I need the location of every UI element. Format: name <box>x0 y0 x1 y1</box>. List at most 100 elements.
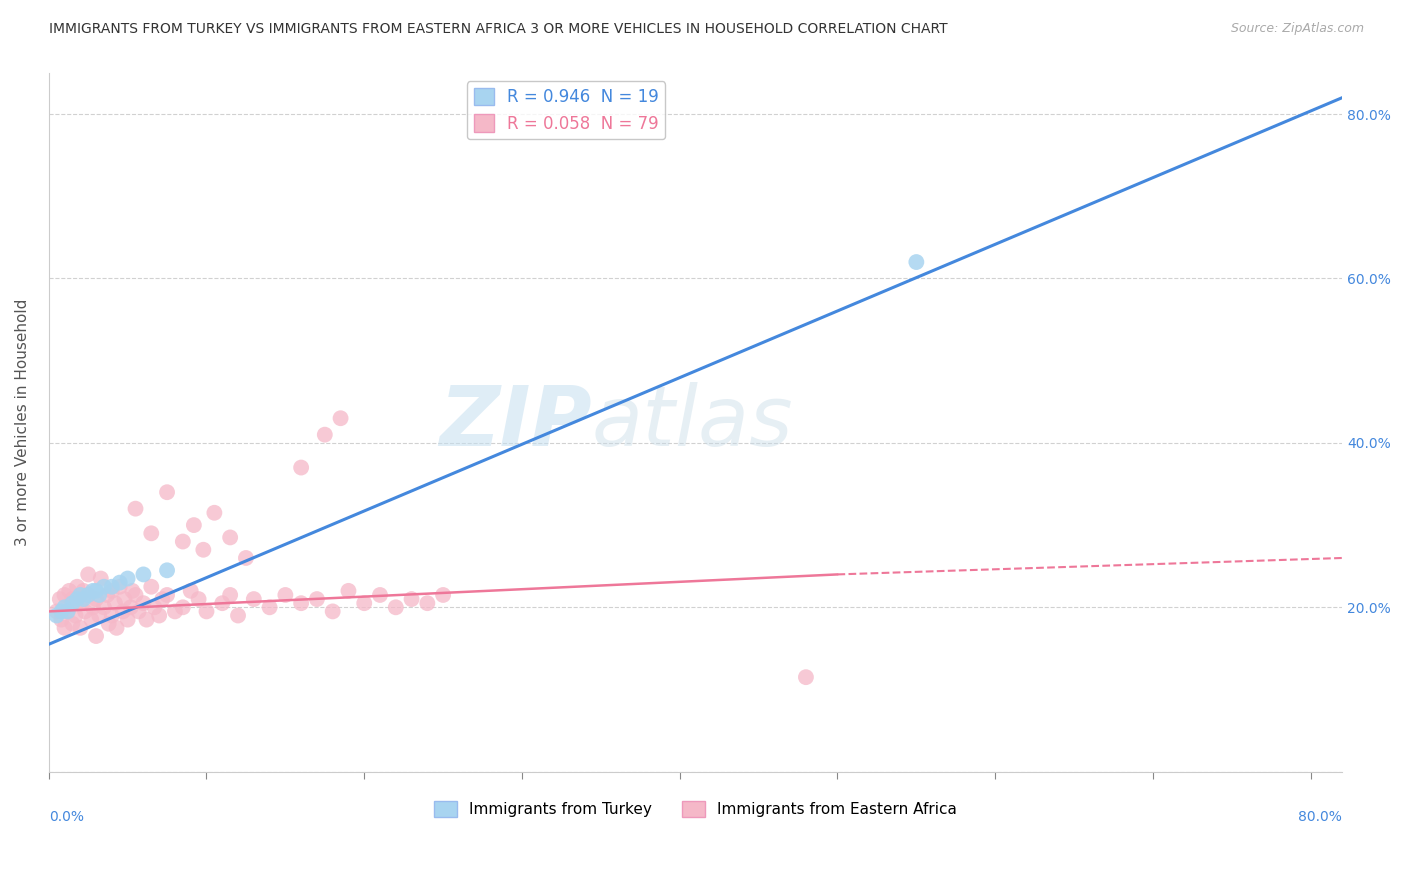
Point <box>77 567 100 582</box>
Point <box>219 530 242 544</box>
Point <box>84 629 107 643</box>
Point <box>219 588 242 602</box>
Point <box>101 580 124 594</box>
Point <box>172 600 194 615</box>
Point <box>905 255 928 269</box>
Point <box>135 613 157 627</box>
Point <box>101 583 124 598</box>
Point <box>82 583 104 598</box>
Point <box>111 604 134 618</box>
Point <box>117 613 139 627</box>
Point <box>101 608 124 623</box>
Text: 0.0%: 0.0% <box>49 810 84 824</box>
Point <box>337 583 360 598</box>
Point <box>180 583 202 598</box>
Point <box>211 596 233 610</box>
Point <box>259 600 281 615</box>
Point <box>56 604 79 618</box>
Point <box>80 613 103 627</box>
Point <box>150 592 173 607</box>
Point <box>51 613 73 627</box>
Text: 80.0%: 80.0% <box>1298 810 1343 824</box>
Point <box>90 572 112 586</box>
Point <box>65 608 87 623</box>
Point <box>305 592 328 607</box>
Point <box>45 608 67 623</box>
Point <box>72 592 94 607</box>
Point <box>148 608 170 623</box>
Point <box>82 600 104 615</box>
Point <box>69 621 91 635</box>
Y-axis label: 3 or more Vehicles in Household: 3 or more Vehicles in Household <box>15 299 30 546</box>
Text: ZIP: ZIP <box>440 382 592 463</box>
Point <box>193 542 215 557</box>
Point <box>353 596 375 610</box>
Point <box>45 604 67 618</box>
Point <box>105 621 128 635</box>
Point <box>156 588 179 602</box>
Point <box>66 592 89 607</box>
Point <box>93 600 115 615</box>
Point <box>104 596 127 610</box>
Point <box>49 592 72 607</box>
Point <box>58 583 80 598</box>
Point <box>202 506 225 520</box>
Point <box>121 583 143 598</box>
Point <box>77 588 100 602</box>
Point <box>114 592 136 607</box>
Point <box>53 600 76 615</box>
Point <box>128 604 150 618</box>
Legend: R = 0.946  N = 19, R = 0.058  N = 79: R = 0.946 N = 19, R = 0.058 N = 79 <box>467 81 665 139</box>
Point <box>235 551 257 566</box>
Point <box>120 600 142 615</box>
Point <box>243 592 266 607</box>
Point <box>187 592 209 607</box>
Point <box>89 588 111 602</box>
Point <box>322 604 344 618</box>
Point <box>62 596 84 610</box>
Point <box>385 600 408 615</box>
Point <box>329 411 352 425</box>
Point <box>96 588 118 602</box>
Point <box>183 518 205 533</box>
Point <box>93 580 115 594</box>
Point <box>290 596 312 610</box>
Point <box>72 583 94 598</box>
Point <box>143 600 166 615</box>
Point <box>141 526 163 541</box>
Point <box>66 580 89 594</box>
Point <box>89 608 111 623</box>
Point <box>163 604 186 618</box>
Text: Source: ZipAtlas.com: Source: ZipAtlas.com <box>1230 22 1364 36</box>
Point <box>53 621 76 635</box>
Point <box>97 616 120 631</box>
Point <box>84 592 107 607</box>
Point <box>53 588 76 602</box>
Point <box>290 460 312 475</box>
Point <box>56 604 79 618</box>
Point <box>226 608 249 623</box>
Point <box>172 534 194 549</box>
Text: atlas: atlas <box>592 382 793 463</box>
Point <box>195 604 218 618</box>
Point <box>62 616 84 631</box>
Point <box>73 604 96 618</box>
Point <box>62 592 84 607</box>
Point <box>274 588 297 602</box>
Point <box>156 563 179 577</box>
Point <box>314 427 336 442</box>
Point <box>794 670 817 684</box>
Point <box>124 588 146 602</box>
Point <box>69 588 91 602</box>
Point <box>416 596 439 610</box>
Point <box>132 567 155 582</box>
Point <box>401 592 423 607</box>
Point <box>69 596 91 610</box>
Point <box>141 580 163 594</box>
Point <box>84 583 107 598</box>
Point <box>51 604 73 618</box>
Text: IMMIGRANTS FROM TURKEY VS IMMIGRANTS FROM EASTERN AFRICA 3 OR MORE VEHICLES IN H: IMMIGRANTS FROM TURKEY VS IMMIGRANTS FRO… <box>49 22 948 37</box>
Point <box>117 572 139 586</box>
Point <box>108 575 131 590</box>
Point <box>108 580 131 594</box>
